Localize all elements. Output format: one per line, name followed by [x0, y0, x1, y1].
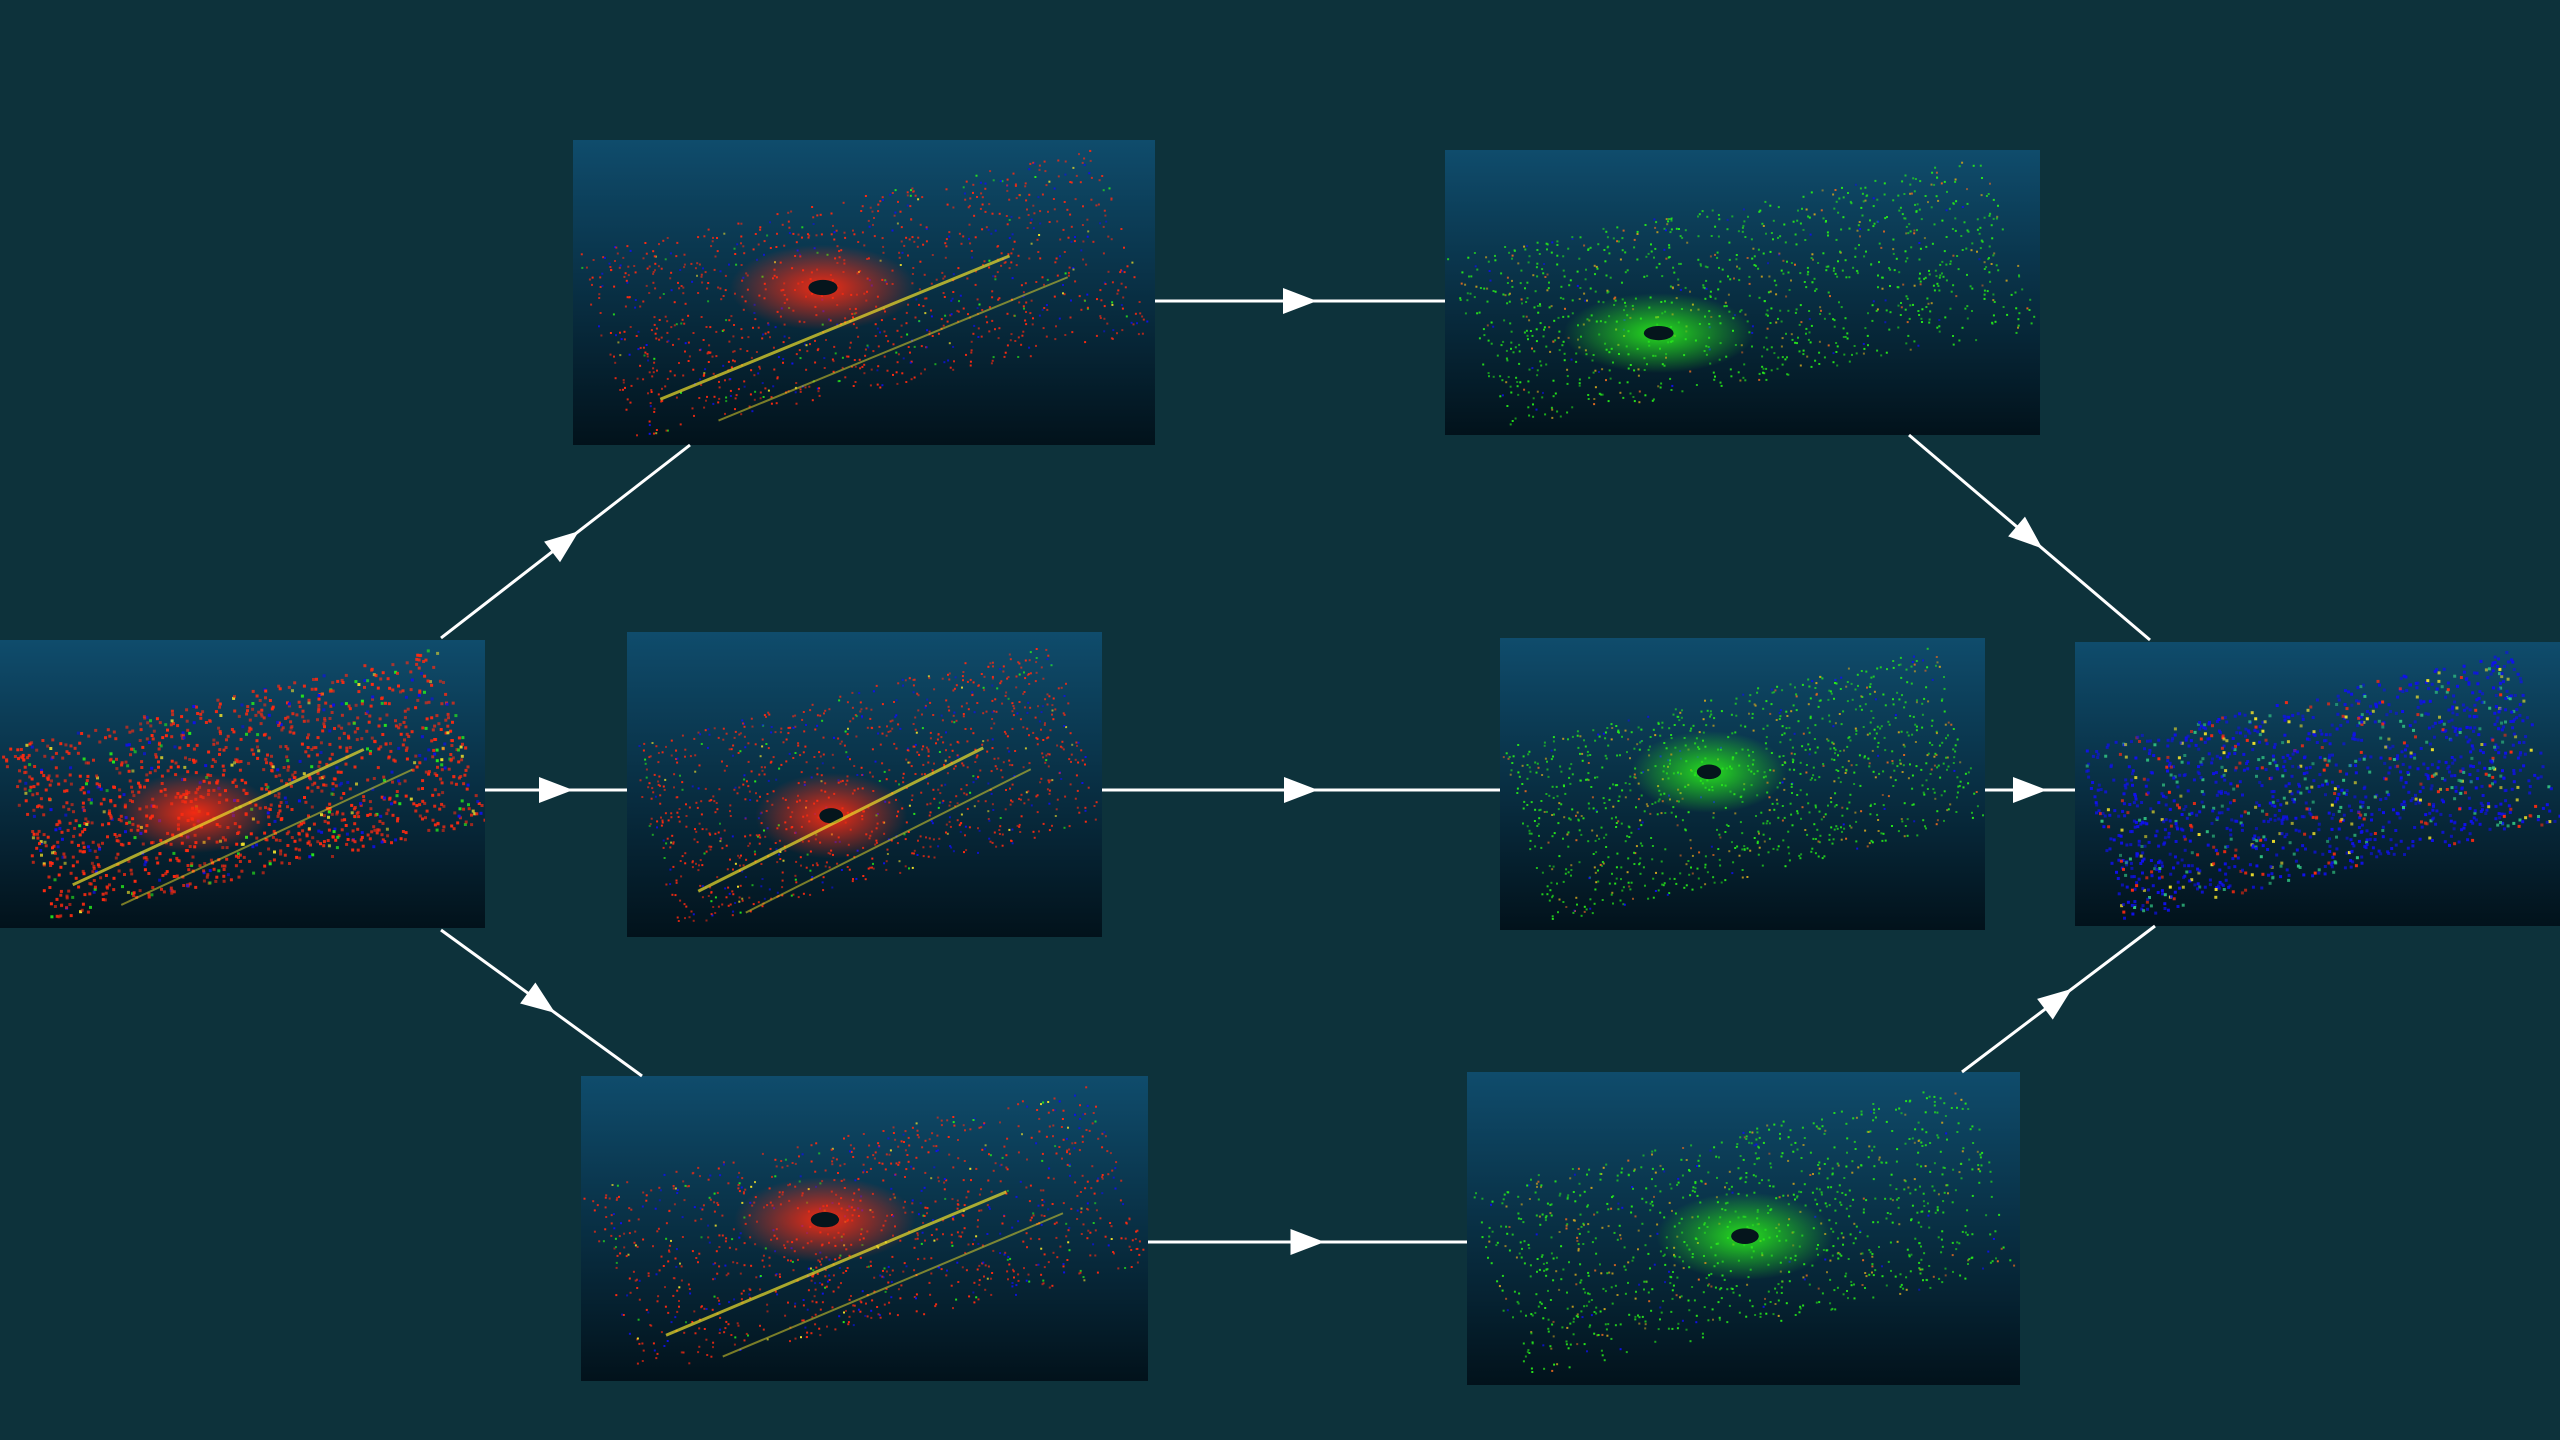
branch-top-source-panel [573, 140, 1155, 445]
point-cloud [580, 149, 1149, 437]
input-point-cloud-panel [0, 640, 485, 928]
point-cloud [638, 648, 1098, 922]
branch-middle-source-panel [627, 632, 1102, 937]
arrow-input-to-top [440, 443, 691, 640]
arrowhead [520, 982, 556, 1013]
merged-output-panel [2075, 642, 2560, 926]
point-cloud-view [0, 640, 485, 928]
arrowhead [1284, 777, 1318, 803]
point-cloud-view [1445, 150, 2040, 435]
point-cloud-view [581, 1076, 1148, 1381]
point-cloud [583, 1086, 1145, 1365]
arrowhead [2037, 988, 2073, 1020]
arrow-top-green-to-output [1908, 433, 2151, 642]
point-cloud [1447, 161, 2036, 426]
arrowhead [539, 777, 573, 803]
branch-middle-result-panel [1500, 638, 1985, 930]
point-cloud-view [627, 632, 1102, 937]
arrowhead [1290, 1229, 1325, 1255]
arrow-bottom-green-to-output [1961, 924, 2156, 1074]
arrow-bottom-red-to-green [1148, 1229, 1467, 1255]
arrow-middle-green-to-output [1985, 777, 2075, 803]
point-cloud-view [1467, 1072, 2020, 1385]
arrow-middle-red-to-green [1102, 777, 1500, 803]
point-cloud [2085, 651, 2560, 920]
arrow-top-red-to-green [1155, 288, 1445, 314]
arrow-input-to-middle [485, 777, 627, 803]
arrowhead [2008, 516, 2043, 549]
point-cloud-view [2075, 642, 2560, 926]
branch-bottom-source-panel [581, 1076, 1148, 1381]
point-cloud [1502, 647, 1984, 920]
point-cloud [1473, 1091, 2016, 1373]
point-cloud [2, 649, 485, 919]
arrowhead [2013, 777, 2047, 803]
arrow-input-to-bottom [440, 928, 643, 1078]
point-cloud-view [573, 140, 1155, 445]
point-cloud-view [1500, 638, 1985, 930]
arrowhead [544, 531, 579, 563]
arrowhead [1283, 288, 1317, 314]
branch-bottom-result-panel [1467, 1072, 2020, 1385]
branch-top-result-panel [1445, 150, 2040, 435]
